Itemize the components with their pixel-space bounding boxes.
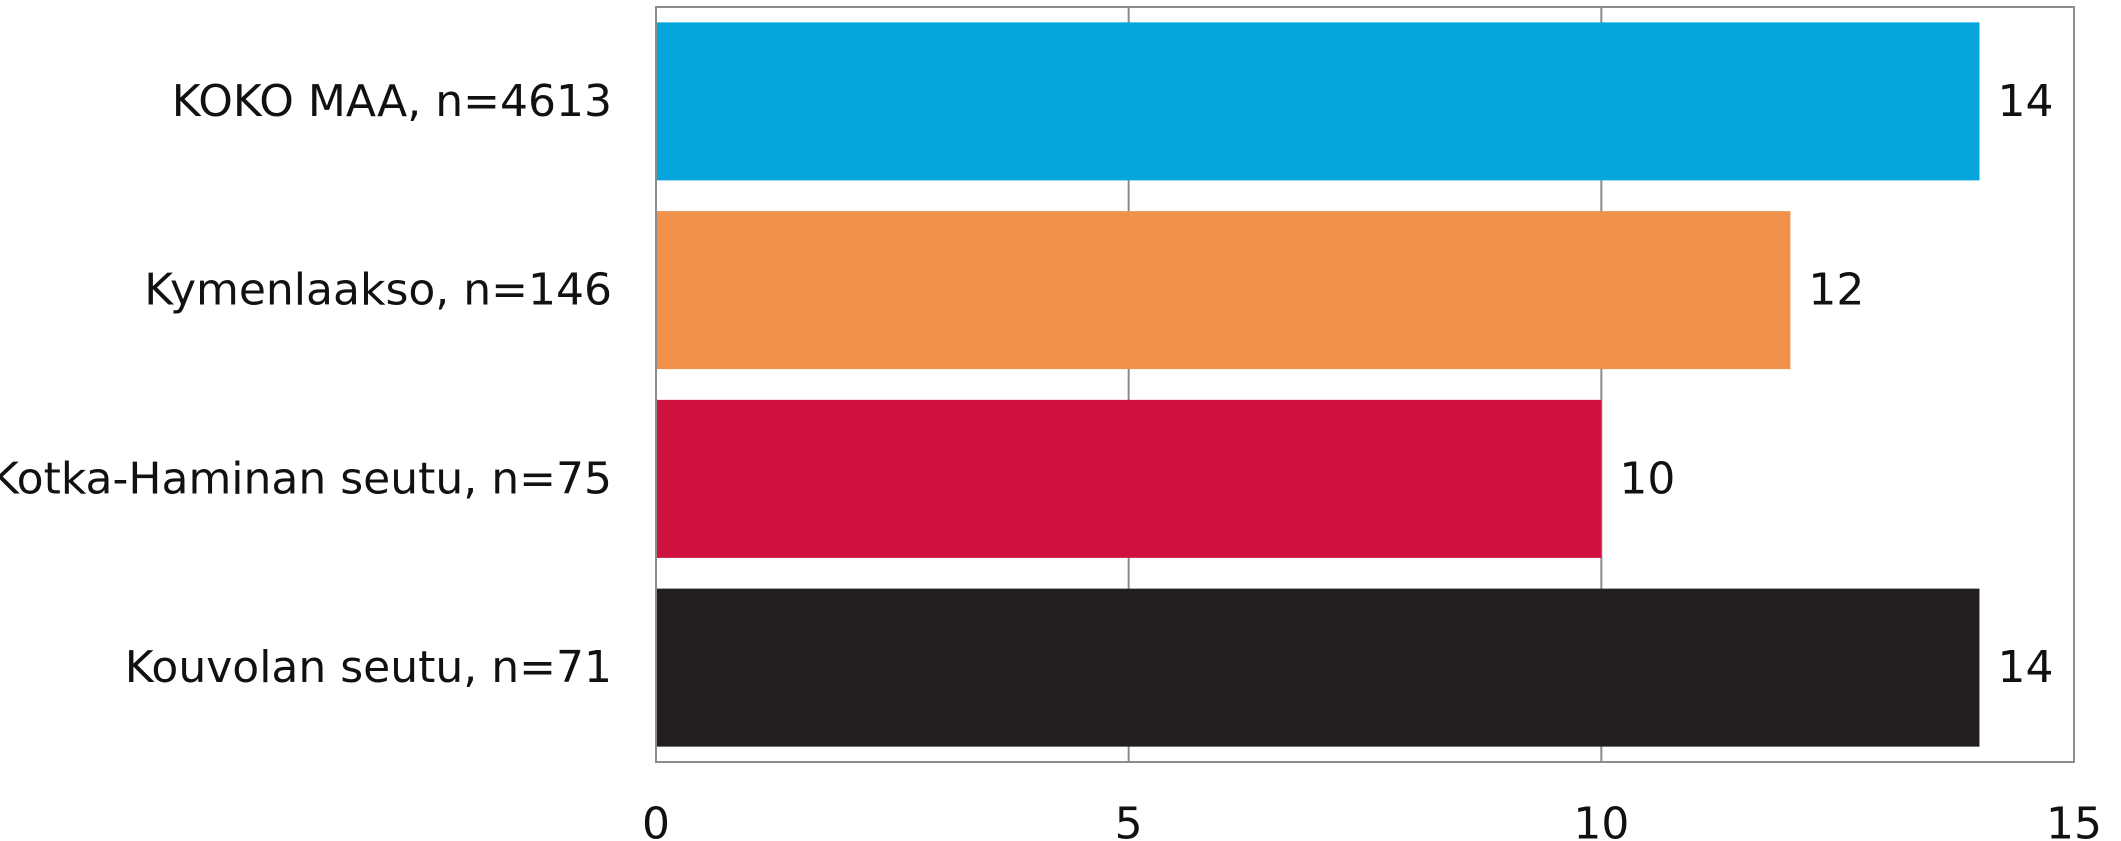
bar-4 (656, 588, 1980, 747)
x-tick-label-10: 10 (1573, 799, 1629, 841)
data-label-1: 14 (1997, 76, 2053, 127)
category-label-1: KOKO MAA, n=4613 (172, 76, 612, 127)
data-label-4: 14 (1997, 642, 2053, 693)
x-tick-label-0: 0 (642, 799, 670, 841)
bar-2 (656, 211, 1791, 370)
plot-area-frame (655, 6, 2075, 763)
x-axis-tick-labels: 0 5 10 15 (642, 799, 2102, 841)
x-tick-label-15: 15 (2046, 799, 2102, 841)
x-tick-label-5: 5 (1115, 799, 1143, 841)
category-labels: KOKO MAA, n=4613 Kymenlaakso, n=146 Kotka-… (0, 76, 612, 693)
category-label-4: Kouvolan seutu, n=71 (125, 642, 612, 693)
data-labels: 14 12 10 14 (1619, 76, 2053, 693)
bars (656, 22, 1980, 747)
data-label-3: 10 (1619, 453, 1675, 504)
data-label-2: 12 (1808, 265, 1864, 316)
bar-3 (656, 399, 1602, 558)
bar-1 (656, 22, 1980, 181)
category-label-3: Kotka-Haminan seutu, n=75 (0, 453, 612, 504)
category-label-2: Kymenlaakso, n=146 (144, 265, 612, 316)
